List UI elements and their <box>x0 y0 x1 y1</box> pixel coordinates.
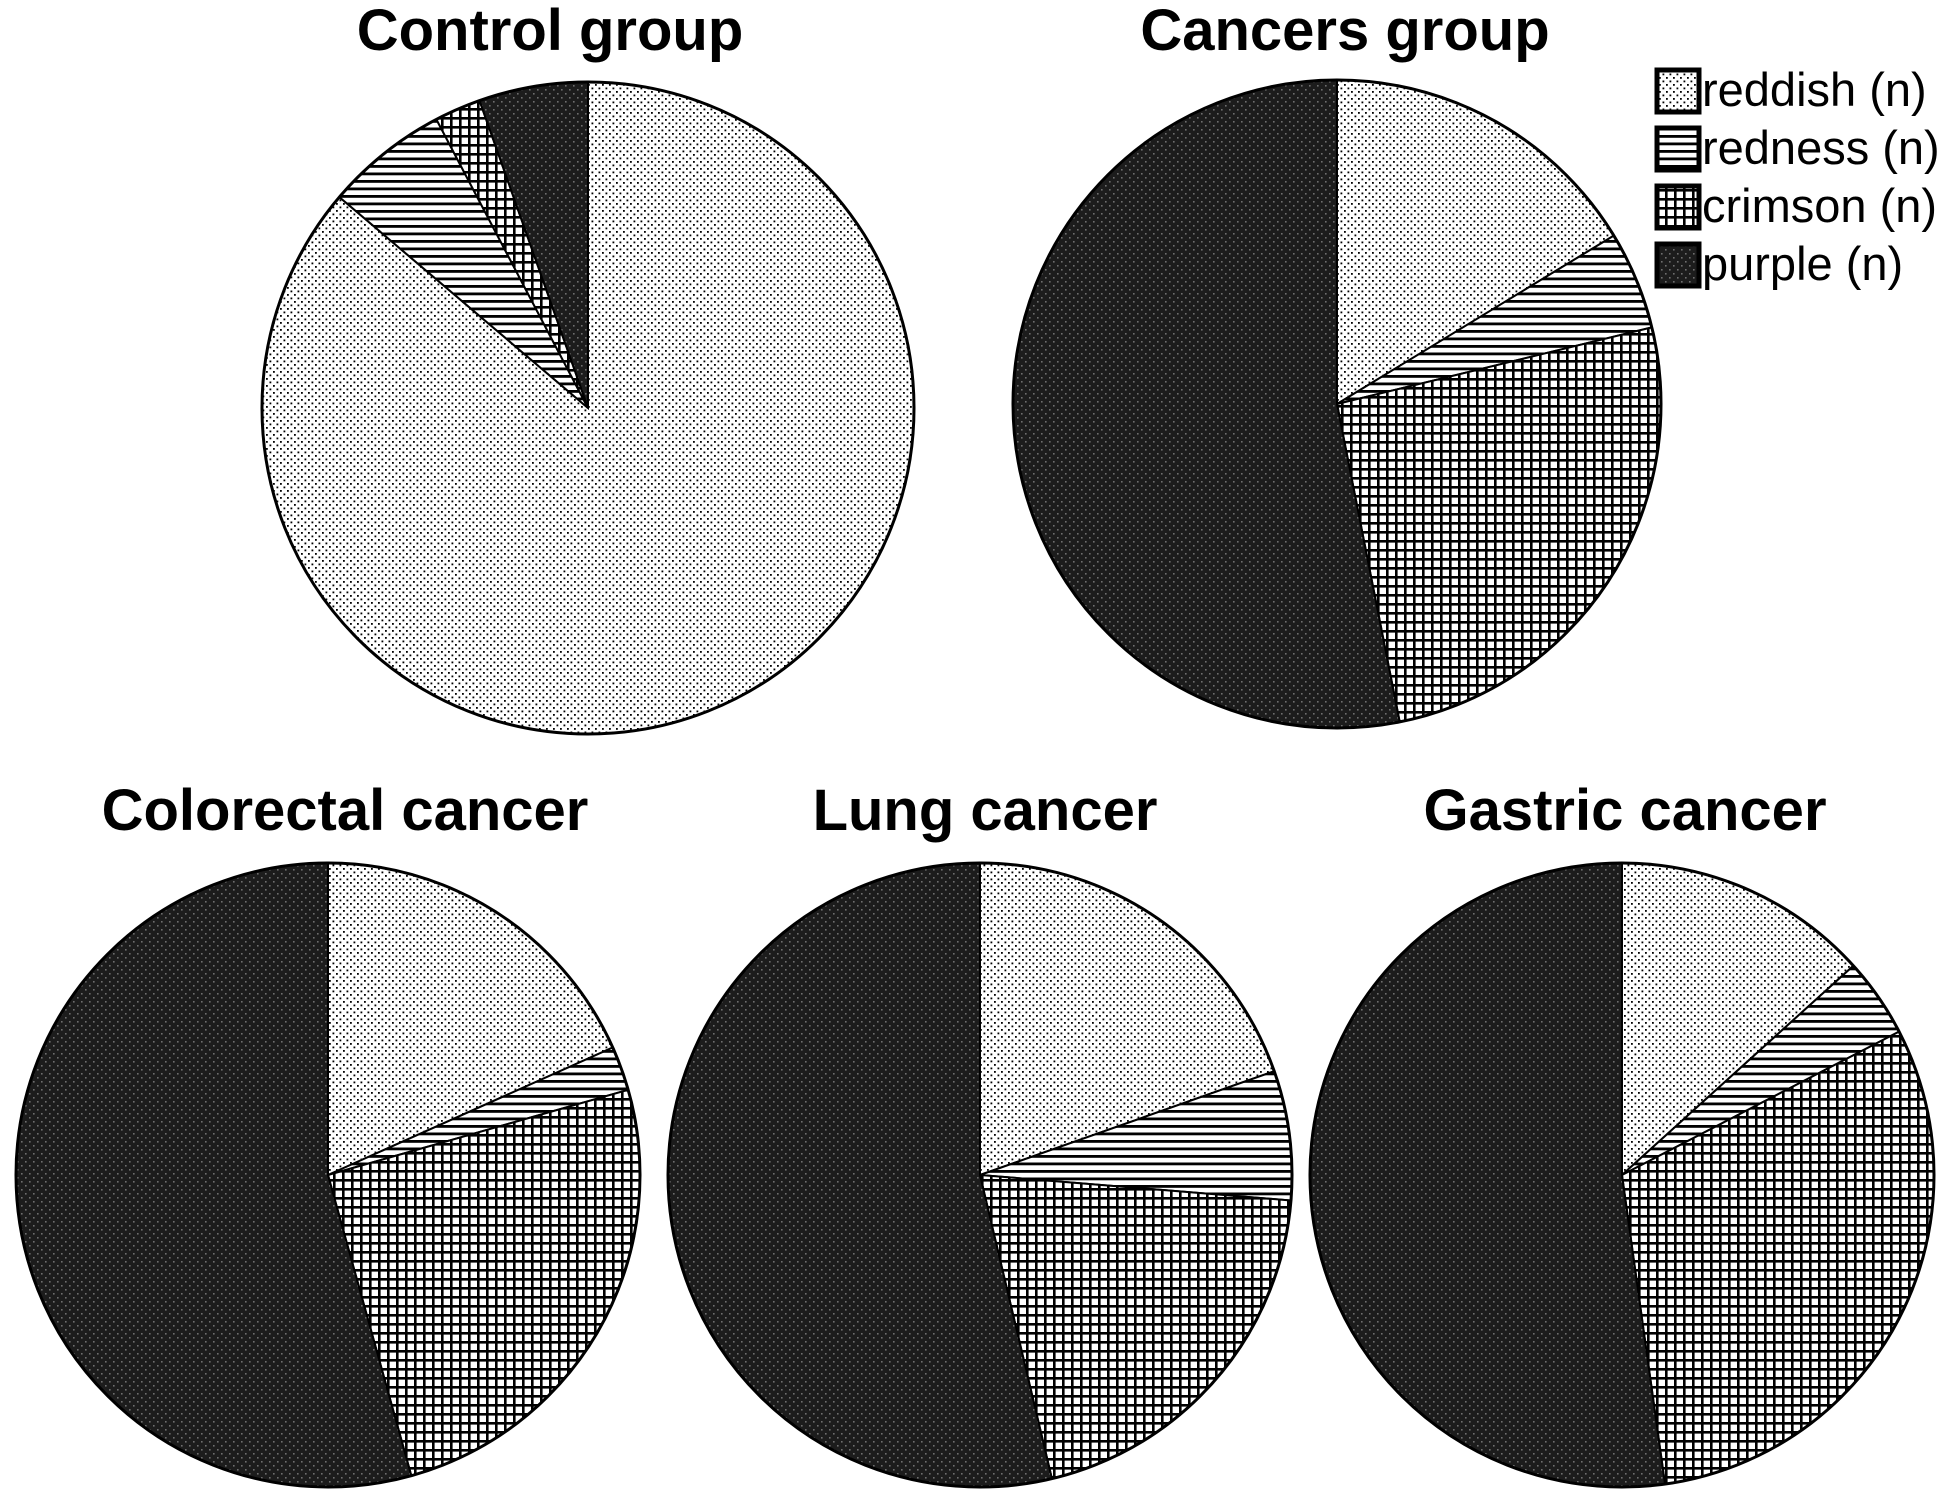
pie-outline <box>666 861 1294 1489</box>
pie-lung-cancer <box>666 861 1294 1489</box>
pie-title-control-group: Control group <box>357 0 744 63</box>
pie-title-gastric-cancer: Gastric cancer <box>1423 778 1826 843</box>
legend: reddish (n) redness (n) crimson (n) purp… <box>1654 63 1940 290</box>
pie-slice-purple <box>1308 861 1667 1488</box>
pie-cancers-group <box>1011 78 1663 730</box>
legend-label-redness: redness (n) <box>1702 121 1940 174</box>
pie-outline <box>260 80 916 736</box>
legend-label-crimson: crimson (n) <box>1702 179 1937 232</box>
pie-title-lung-cancer: Lung cancer <box>813 778 1158 843</box>
pie-title-colorectal-cancer: Colorectal cancer <box>102 778 589 843</box>
pie-outline <box>1011 78 1663 730</box>
legend-swatch-redness-icon <box>1654 125 1702 173</box>
pie-title-cancers-group: Cancers group <box>1140 0 1549 63</box>
pie-colorectal-cancer <box>14 861 642 1489</box>
legend-label-reddish: reddish (n) <box>1702 63 1927 116</box>
legend-swatch-reddish-icon <box>1654 67 1702 115</box>
pie-control-group <box>260 80 916 736</box>
pie-outline <box>1308 861 1936 1489</box>
legend-label-purple: purple (n) <box>1702 237 1903 290</box>
pie-outline <box>14 861 642 1489</box>
legend-swatch-crimson-icon <box>1654 183 1702 231</box>
legend-swatch-purple-icon <box>1654 241 1702 289</box>
pie-gastric-cancer <box>1308 861 1936 1489</box>
